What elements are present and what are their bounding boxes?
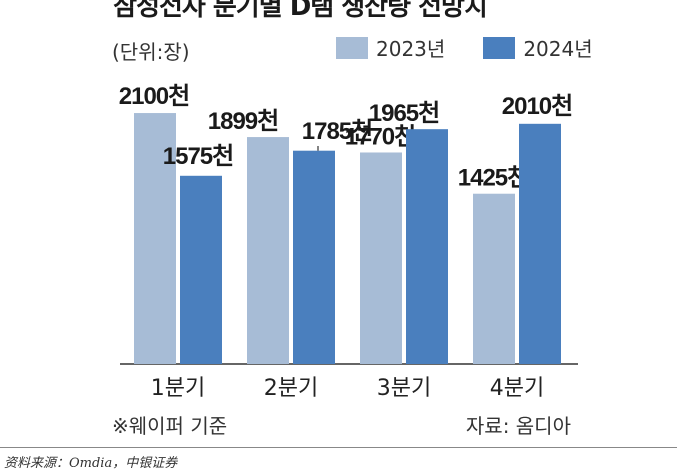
- bar-2023-q1: [134, 113, 176, 364]
- legend: 2023년 2024년: [336, 33, 593, 62]
- footer-divider: [0, 447, 677, 448]
- bar-2023-q4: [473, 193, 515, 364]
- data-label-2023-q3: 1770천: [345, 123, 415, 150]
- chart-title: 삼성전자 분기별 D램 생산량 전망치: [113, 0, 488, 22]
- data-label-2023-q1: 2100천: [119, 83, 189, 110]
- legend-swatch-2024: [483, 36, 516, 59]
- category-label-q1: 1분기: [151, 376, 205, 401]
- bar-2023-q2: [247, 137, 289, 364]
- data-label-2024-q4: 2010천: [502, 93, 572, 120]
- category-label-q4: 4분기: [490, 376, 544, 401]
- bar-2024-q3: [406, 129, 448, 364]
- data-label-2023-q2: 1899천: [208, 108, 278, 135]
- legend-swatch-2023: [336, 36, 368, 59]
- bar-2024-q4: [519, 123, 561, 365]
- bar-2023-q3: [360, 152, 402, 364]
- data-label-2024-q1: 1575천: [163, 143, 233, 170]
- bar-2024-q2: [293, 150, 335, 364]
- category-label-q2: 2분기: [264, 376, 318, 401]
- unit-label: (단위:장): [112, 40, 190, 64]
- source-note: 资料来源：Omdia，中银证券: [4, 456, 178, 471]
- data-label-2023-q4: 1425천: [458, 165, 528, 192]
- data-label-2024-q3: 1965천: [369, 100, 439, 127]
- category-label-q3: 3분기: [377, 376, 431, 401]
- bar-2024-q1: [180, 175, 222, 364]
- footnote: ※웨이퍼 기준: [112, 414, 228, 438]
- data-label-2024-q2: 1785천: [302, 118, 372, 145]
- data-credit: 자료: 옴디아: [465, 414, 571, 438]
- legend-label-2023: 2023년: [376, 37, 446, 61]
- legend-label-2024: 2024년: [523, 37, 593, 61]
